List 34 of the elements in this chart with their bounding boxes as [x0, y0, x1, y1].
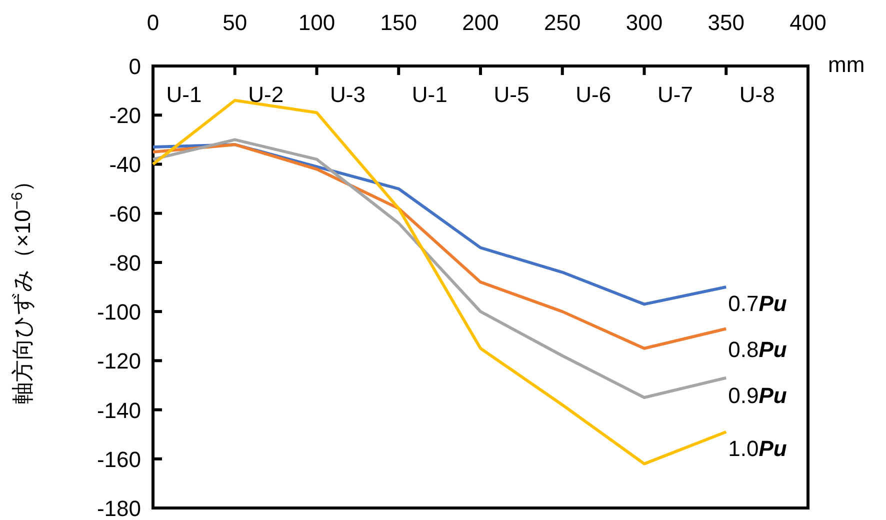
- y-tick-label: -100: [96, 300, 141, 325]
- annotation: U-1: [412, 82, 448, 107]
- y-tick-label: -80: [109, 250, 141, 276]
- annotation: U-7: [658, 82, 693, 107]
- annotation: U-3: [330, 82, 366, 107]
- y-tick-label: 0: [128, 54, 141, 79]
- series-label: 0.8Pu: [728, 337, 788, 362]
- y-tick-label: -160: [96, 446, 141, 472]
- x-tick-label: 50: [222, 10, 248, 35]
- annotation: U-6: [576, 82, 612, 107]
- y-tick-label: -40: [109, 152, 141, 178]
- x-tick-label: 200: [462, 10, 499, 35]
- line-series: [152, 138, 728, 399]
- x-tick-label: 0: [146, 10, 160, 35]
- annotation: U-8: [739, 82, 775, 107]
- x-tick-label: 350: [708, 10, 744, 35]
- line-series: [152, 143, 728, 350]
- series-label: 1.0Pu: [728, 436, 788, 461]
- x-tick-label: 400: [790, 10, 826, 35]
- series-label: 0.7Pu: [728, 291, 788, 316]
- x-tick-label: 250: [544, 10, 581, 35]
- series-label: 0.9Pu: [728, 383, 788, 408]
- y-tick-label: -140: [96, 398, 141, 423]
- y-tick-label: -60: [109, 201, 141, 226]
- annotation: U-2: [248, 82, 284, 107]
- x-tick-label: 150: [380, 10, 417, 35]
- annotation: U-5: [494, 82, 530, 107]
- x-tick-label: 300: [626, 10, 663, 35]
- y-tick-label: -180: [96, 496, 141, 520]
- x-tick-label: 100: [298, 10, 336, 35]
- x-axis-title: mm: [828, 52, 865, 77]
- y-tick-label: -20: [109, 103, 141, 128]
- y-tick-label: -120: [96, 348, 141, 374]
- annotation: U-1: [166, 82, 202, 107]
